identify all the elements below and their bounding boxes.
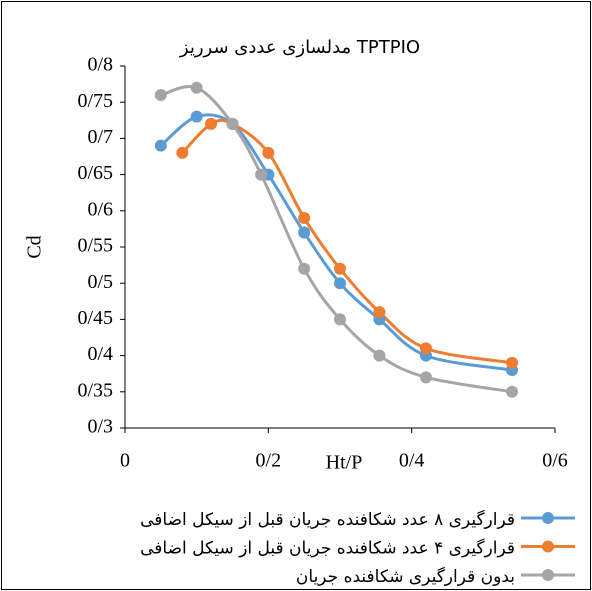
y-tick-label: 0/4 bbox=[87, 343, 113, 365]
legend-marker bbox=[542, 569, 554, 581]
series-marker bbox=[334, 313, 346, 326]
x-tick-label: 0/4 bbox=[399, 450, 425, 472]
series-marker bbox=[420, 371, 432, 384]
series-marker bbox=[190, 110, 203, 123]
y-tick-label: 0/75 bbox=[77, 90, 113, 112]
series-marker bbox=[298, 226, 311, 239]
y-tick-label: 0/35 bbox=[77, 379, 113, 401]
series-marker bbox=[226, 117, 239, 130]
x-tick-label: 0/2 bbox=[256, 450, 282, 472]
series-marker bbox=[154, 139, 167, 152]
series-marker bbox=[373, 349, 386, 362]
series-marker bbox=[506, 356, 518, 369]
y-tick-label: 0/5 bbox=[87, 271, 113, 293]
series-marker bbox=[205, 117, 217, 130]
series-marker bbox=[176, 146, 189, 159]
y-axis-label: Cd bbox=[24, 235, 46, 258]
x-tick-label: 0 bbox=[120, 450, 130, 472]
series-marker bbox=[255, 168, 268, 181]
series-marker bbox=[506, 385, 518, 398]
series-marker bbox=[190, 81, 203, 94]
y-tick-label: 0/65 bbox=[77, 162, 113, 184]
chart-title: مدلسازی عددی سرریز TPTPIO bbox=[179, 37, 420, 58]
y-tick-label: 0/55 bbox=[77, 235, 113, 257]
x-axis-label: Ht/P bbox=[326, 452, 363, 474]
y-tick-label: 0/7 bbox=[87, 126, 113, 148]
series-marker bbox=[334, 262, 346, 275]
x-tick-label: 0/6 bbox=[542, 450, 568, 472]
legend-label: قرارگیری ۴ عدد شکافنده جریان قبل از سیکل… bbox=[140, 538, 515, 559]
series-marker bbox=[420, 342, 432, 355]
legend-marker bbox=[542, 512, 554, 524]
series-marker bbox=[298, 212, 311, 225]
y-tick-label: 0/6 bbox=[87, 198, 113, 220]
legend-marker bbox=[542, 540, 554, 553]
series-marker bbox=[262, 146, 275, 159]
legend-label: قرارگیری ۸ عدد شکافنده جریان قبل از سیکل… bbox=[140, 509, 515, 530]
y-tick-label: 0/3 bbox=[87, 416, 113, 438]
y-tick-label: 0/8 bbox=[87, 54, 113, 76]
series-marker bbox=[334, 277, 346, 290]
y-tick-label: 0/45 bbox=[77, 307, 113, 329]
series-marker bbox=[373, 306, 386, 319]
legend-label: بدون قرارگیری شکافنده جریان bbox=[296, 566, 515, 587]
series-marker bbox=[298, 262, 311, 275]
series-marker bbox=[154, 88, 167, 101]
